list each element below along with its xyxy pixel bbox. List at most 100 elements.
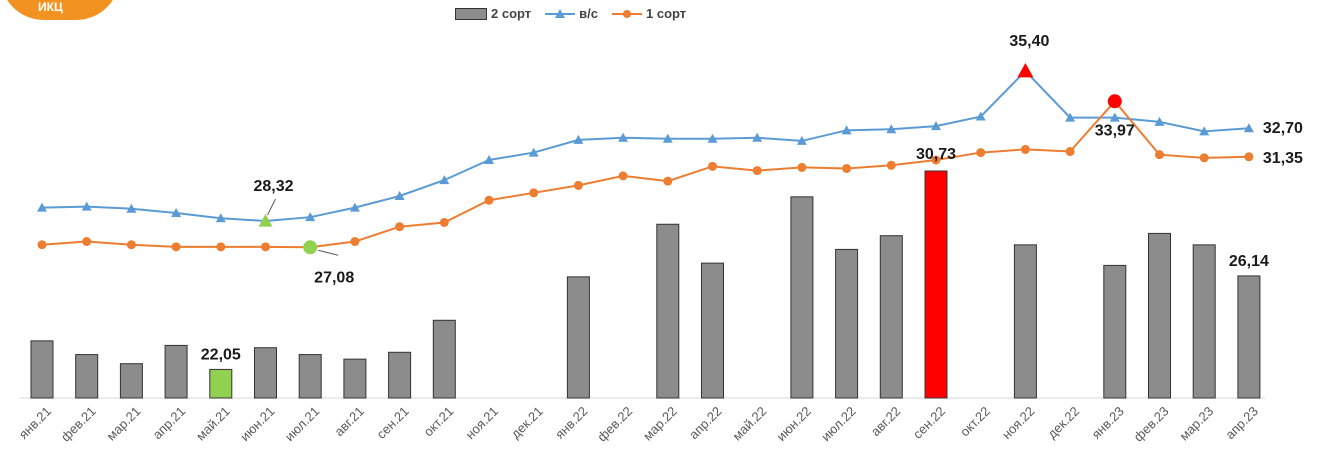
marker-vs-5 [258,214,273,227]
marker-vs-11 [528,147,539,157]
marker-vs-13 [618,132,629,142]
marker-vs-9 [439,175,450,185]
x-tick-label-6: июл.21 [282,404,323,445]
marker-vs-10 [484,154,494,164]
bar-2-sort-18 [835,248,859,399]
x-tick-label-26: мар.23 [1176,404,1216,444]
marker-vs-17 [796,135,807,145]
marker-vs-1 [81,201,92,211]
marker-vs-25 [1154,116,1165,126]
data-label-6: 27,08 [314,269,354,286]
data-label-5: 32,70 [1263,120,1303,137]
marker-1-sort-2 [126,240,136,250]
marker-1-sort-22 [1020,144,1030,154]
marker-vs-0 [37,202,47,212]
bar-2-sort-4 [209,368,233,399]
marker-vs-22 [1017,63,1034,78]
x-tick-label-13: фев.22 [594,404,635,445]
legend-label-1-sort: 1 сорт [646,6,687,21]
x-tick-label-1: фев.21 [58,404,99,445]
x-tick-label-8: сен.21 [374,404,412,442]
marker-vs-16 [752,132,763,142]
x-tick-label-25: фев.23 [1131,404,1172,445]
data-label-7: 33,97 [1095,122,1135,139]
marker-1-sort-11 [529,188,539,198]
bar-2-sort-8 [388,351,412,399]
line-vs [41,69,1249,223]
x-tick-label-21: окт.22 [957,404,993,440]
x-tick-label-24: янв.23 [1089,404,1127,442]
marker-1-sort-7 [350,237,360,247]
x-tick-label-27: апр.23 [1222,404,1261,443]
x-tick-label-12: янв.22 [552,404,590,442]
x-tick-label-11: дек.21 [508,404,546,442]
marker-vs-23 [1065,112,1076,122]
marker-vs-8 [394,191,405,200]
marker-1-sort-10 [484,195,494,205]
line-1-sort [41,99,1249,249]
x-tick-label-2: мар.21 [104,404,144,444]
marker-vs-21 [975,111,986,121]
marker-1-sort-5 [261,242,270,252]
data-label-8: 31,35 [1263,150,1303,167]
marker-1-sort-21 [976,148,986,158]
marker-vs-12 [573,134,584,144]
legend-label-2-sort: 2 сорт [491,6,532,21]
marker-vs-14 [662,133,673,143]
bar-2-sort-26 [1192,244,1216,399]
marker-vs-7 [349,202,360,212]
x-tick-label-22: ноя.22 [999,404,1038,443]
logo-text: ИКЦ [38,0,63,14]
marker-1-sort-0 [37,240,47,250]
marker-vs-20 [931,121,941,131]
x-tick-label-20: сен.22 [910,404,948,442]
x-tick-label-9: окт.21 [421,404,457,440]
bar-2-sort-24 [1103,264,1127,399]
marker-1-sort-27 [1244,152,1254,162]
legend-first-swatch [612,9,642,18]
marker-1-sort-6 [303,240,318,255]
marker-vs-26 [1199,126,1210,136]
bar-2-sort-19 [879,235,903,399]
legend-item-1-sort: 1 сорт [612,6,686,21]
marker-1-sort-25 [1155,150,1164,160]
bar-2-sort-15 [701,262,724,399]
marker-1-sort-20 [931,155,941,165]
marker-vs-2 [126,203,137,213]
x-tick-label-18: июл.22 [818,404,859,445]
x-tick-label-23: дек.22 [1044,404,1082,442]
leader-line-vs-min [267,198,276,216]
x-tick-label-15: апр.22 [686,404,725,443]
x-tick-label-17: июн.22 [774,404,814,444]
legend-label-vs: в/с [579,6,598,21]
x-tick-label-0: янв.21 [16,404,54,442]
bar-2-sort-0 [30,340,54,399]
legend-item-2-sort: 2 сорт [455,6,531,21]
marker-vs-19 [886,124,897,134]
bar-2-sort-12 [566,276,590,399]
bar-2-sort-1 [75,354,99,399]
bar-2-sort-5 [254,347,277,399]
bar-2-sort-20 [924,170,948,399]
data-label-2: 26,14 [1229,253,1269,270]
marker-vs-24 [1109,112,1120,122]
legend-item-vs: в/с [545,6,598,21]
leader-line-1-sort-min [318,249,339,256]
marker-1-sort-15 [708,161,717,171]
bar-2-sort-17 [790,196,814,399]
chart-legend: 2 сорт в/с 1 сорт [455,6,686,21]
x-tick-label-16: май.22 [729,404,769,444]
legend-vs-swatch [545,8,576,18]
marker-vs-3 [171,207,182,217]
bar-2-sort-27 [1237,275,1261,399]
data-label-0: 22,05 [201,346,241,363]
marker-1-sort-18 [842,163,852,173]
bar-2-sort-7 [343,358,367,399]
marker-1-sort-13 [618,171,628,181]
x-tick-label-14: мар.22 [640,404,680,444]
marker-1-sort-1 [82,237,92,247]
legend-bar-swatch [455,7,487,20]
bar-2-sort-9 [432,319,456,399]
x-tick-label-4: май.21 [193,404,233,444]
